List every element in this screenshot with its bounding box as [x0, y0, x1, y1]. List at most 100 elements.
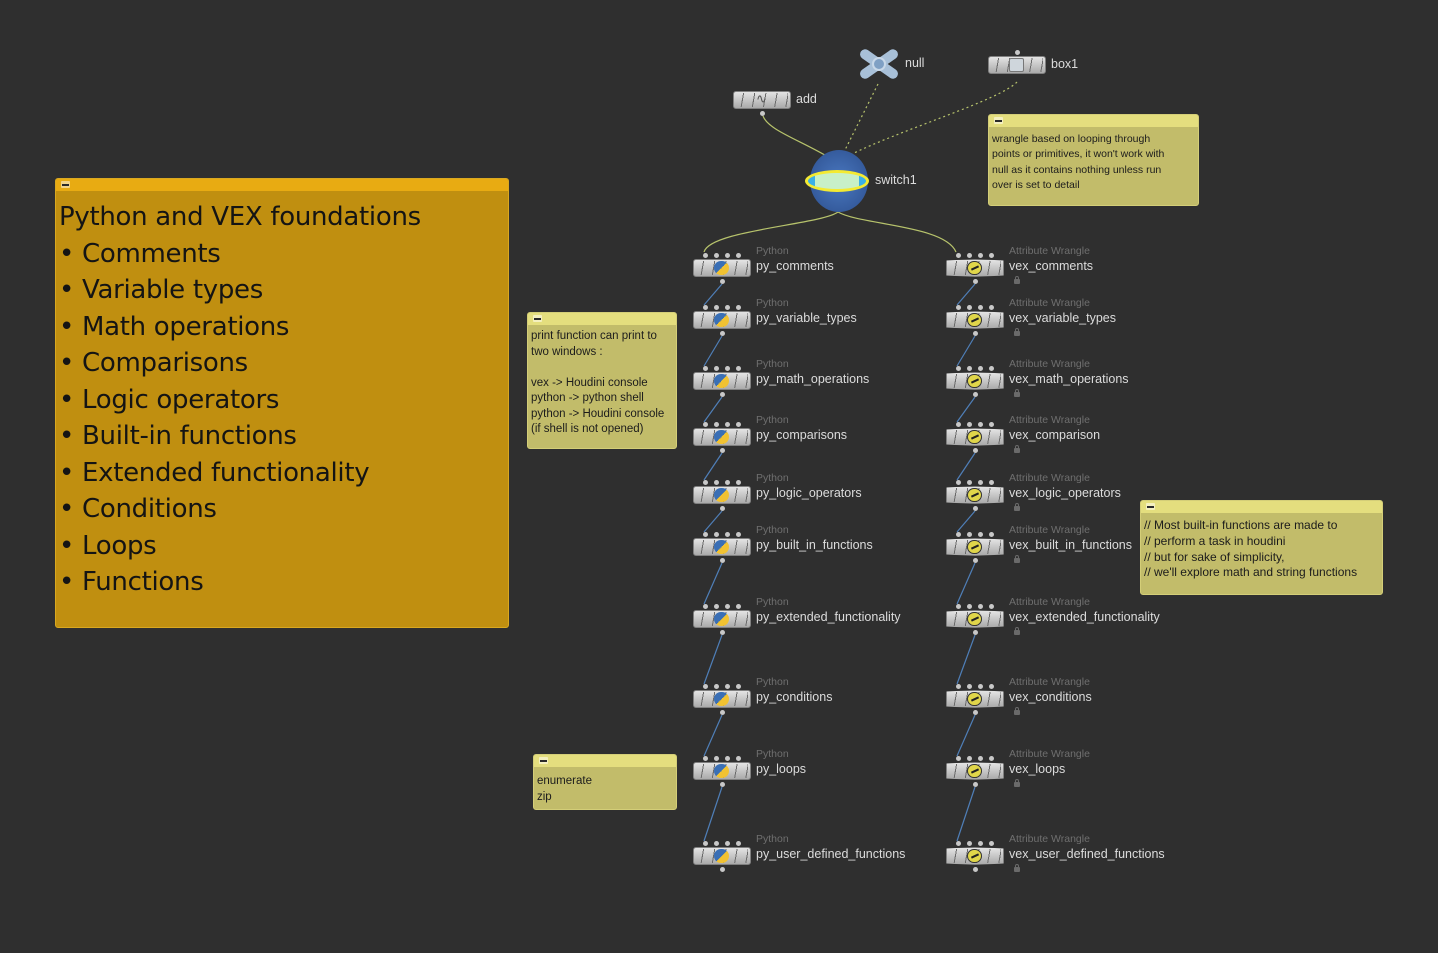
- python-icon: [714, 612, 729, 626]
- python-node[interactable]: Python py_conditions: [693, 676, 832, 715]
- collapse-icon[interactable]: [994, 117, 1003, 124]
- python-icon: [714, 488, 729, 502]
- node-switch1[interactable]: [805, 150, 870, 212]
- box-icon: [1009, 58, 1024, 72]
- node-wire: [703, 452, 723, 481]
- node-wire: [956, 396, 976, 423]
- node-name-label: py_variable_types: [756, 311, 857, 325]
- wrangle-icon: [967, 764, 982, 778]
- sticky-note-enumerate[interactable]: enumerate zip: [533, 754, 677, 810]
- node-type-label: Python: [756, 524, 789, 536]
- node-type-label: Attribute Wrangle: [1009, 676, 1090, 688]
- sticky-note-wrangle[interactable]: wrangle based on looping through points …: [988, 114, 1199, 206]
- wrangle-node[interactable]: Attribute Wrangle vex_math_operations: [946, 358, 1129, 397]
- lock-icon[interactable]: [1014, 503, 1020, 511]
- node-type-label: Python: [756, 472, 789, 484]
- wrangle-note-text: wrangle based on looping through points …: [992, 133, 1165, 191]
- node-type-label: Python: [756, 748, 789, 760]
- wrangle-icon: [967, 261, 982, 275]
- node-wire: [703, 510, 723, 533]
- node-name-label: py_extended_functionality: [756, 610, 901, 624]
- node-wire: [956, 634, 976, 685]
- node-type-label: Python: [756, 676, 789, 688]
- python-icon: [714, 692, 729, 706]
- python-icon: [714, 313, 729, 327]
- wrangle-icon: [967, 374, 982, 388]
- node-wire: [703, 786, 723, 842]
- node-name-label: py_comparisons: [756, 428, 848, 442]
- lock-icon[interactable]: [1014, 627, 1020, 635]
- node-name-label: py_comments: [756, 259, 834, 273]
- python-node[interactable]: Python py_loops: [693, 748, 806, 787]
- wrangle-icon: [967, 612, 982, 626]
- lock-icon[interactable]: [1014, 445, 1020, 453]
- wrangle-node[interactable]: Attribute Wrangle vex_user_defined_functi…: [946, 833, 1165, 872]
- node-name-label: vex_comparison: [1009, 428, 1101, 442]
- python-icon: [714, 540, 729, 554]
- python-node[interactable]: Python py_comparisons: [693, 414, 847, 453]
- collapse-icon[interactable]: [61, 181, 70, 188]
- lock-icon[interactable]: [1014, 389, 1020, 397]
- overview-note-text: Python and VEX foundations • Comments • …: [59, 202, 421, 597]
- wrangle-icon: [967, 692, 982, 706]
- node-name-label: vex_comments: [1009, 259, 1094, 273]
- node-wire: [703, 283, 723, 306]
- node-name-label: py_logic_operators: [756, 486, 862, 500]
- python-node[interactable]: Python py_variable_types: [693, 297, 857, 336]
- wrangle-node[interactable]: Attribute Wrangle vex_comparison: [946, 414, 1100, 453]
- lock-icon[interactable]: [1014, 276, 1020, 284]
- wrangle-node[interactable]: Attribute Wrangle vex_comments: [946, 245, 1093, 284]
- lock-icon[interactable]: [1014, 555, 1020, 563]
- wrangle-node[interactable]: Attribute Wrangle vex_logic_operators: [946, 472, 1121, 511]
- wave-icon: ∿: [756, 92, 767, 107]
- node-name-label: py_conditions: [756, 690, 833, 704]
- python-node[interactable]: Python py_comments: [693, 245, 834, 284]
- node-name-label: vex_built_in_functions: [1009, 538, 1132, 552]
- node-wire: [956, 714, 976, 757]
- sticky-note-print[interactable]: print function can print to two windows …: [527, 312, 677, 449]
- wrangle-icon: [967, 313, 982, 327]
- node-type-label: Python: [756, 414, 789, 426]
- sticky-note-builtin[interactable]: // Most built-in functions are made to /…: [1140, 500, 1383, 595]
- lock-icon[interactable]: [1014, 328, 1020, 336]
- node-type-label: Attribute Wrangle: [1009, 748, 1090, 760]
- node-name-label: py_user_defined_functions: [756, 847, 906, 861]
- node-wire: [956, 283, 976, 306]
- node-name-label: vex_user_defined_functions: [1009, 847, 1165, 861]
- node-name-label: vex_variable_types: [1009, 311, 1117, 325]
- node-wire: [837, 211, 957, 253]
- collapse-icon[interactable]: [1146, 503, 1155, 510]
- node-wire: [703, 634, 723, 685]
- wrangle-node[interactable]: Attribute Wrangle vex_conditions: [946, 676, 1092, 715]
- python-node[interactable]: Python py_built_in_functions: [693, 524, 873, 563]
- lock-icon[interactable]: [1014, 707, 1020, 715]
- python-icon: [714, 764, 729, 778]
- node-wire: [956, 562, 976, 605]
- wrangle-node[interactable]: Attribute Wrangle vex_built_in_functions: [946, 524, 1132, 563]
- node-wire: [703, 714, 723, 757]
- collapse-icon[interactable]: [539, 757, 548, 764]
- enumerate-note-text: enumerate zip: [537, 775, 592, 803]
- node-type-label: Attribute Wrangle: [1009, 358, 1090, 370]
- node-null[interactable]: [857, 47, 901, 81]
- node-wire: [956, 452, 976, 481]
- python-icon: [714, 261, 729, 275]
- node-name-label: vex_logic_operators: [1009, 486, 1121, 500]
- wrangle-node[interactable]: Attribute Wrangle vex_loops: [946, 748, 1090, 787]
- collapse-icon[interactable]: [533, 315, 542, 322]
- wrangle-node[interactable]: Attribute Wrangle vex_variable_types: [946, 297, 1116, 336]
- python-node[interactable]: Python py_user_defined_functions: [693, 833, 905, 872]
- node-type-label: Attribute Wrangle: [1009, 833, 1090, 845]
- lock-icon[interactable]: [1014, 864, 1020, 872]
- lock-icon[interactable]: [1014, 779, 1020, 787]
- python-icon: [714, 430, 729, 444]
- wrangle-node[interactable]: Attribute Wrangle vex_extended_functional…: [946, 596, 1160, 635]
- python-node[interactable]: Python py_math_operations: [693, 358, 869, 397]
- node-name-label: vex_conditions: [1009, 690, 1092, 704]
- python-node[interactable]: Python py_extended_functionality: [693, 596, 901, 635]
- sticky-note-overview[interactable]: Python and VEX foundations • Comments • …: [55, 178, 509, 628]
- python-node[interactable]: Python py_logic_operators: [693, 472, 862, 511]
- node-add[interactable]: ∿ add: [733, 91, 817, 116]
- node-type-label: Attribute Wrangle: [1009, 524, 1090, 536]
- node-box1[interactable]: box1: [988, 50, 1078, 74]
